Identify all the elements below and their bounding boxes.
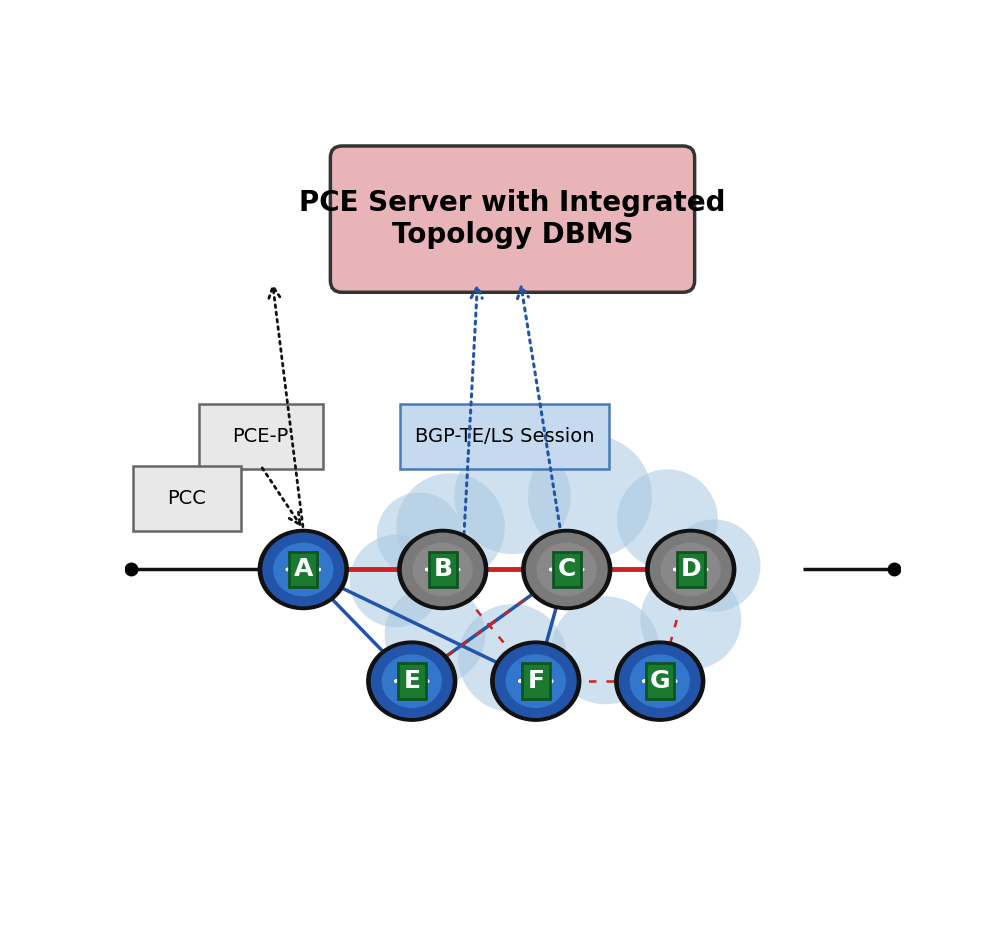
Ellipse shape [367,641,457,722]
FancyBboxPatch shape [677,552,705,587]
Circle shape [528,435,652,558]
Ellipse shape [646,529,736,610]
Ellipse shape [506,655,565,707]
Text: A: A [294,558,313,581]
FancyBboxPatch shape [400,404,609,470]
Ellipse shape [526,533,607,606]
Ellipse shape [619,645,700,717]
FancyBboxPatch shape [398,664,426,699]
Circle shape [640,569,741,670]
Ellipse shape [413,544,472,596]
Ellipse shape [630,655,689,707]
Ellipse shape [398,529,488,610]
Circle shape [377,492,462,577]
Circle shape [668,520,761,612]
Ellipse shape [495,645,576,717]
Ellipse shape [371,645,452,717]
Text: PCE Server with Integrated
Topology DBMS: PCE Server with Integrated Topology DBMS [299,189,726,249]
Ellipse shape [274,544,333,596]
Text: F: F [527,670,544,693]
FancyBboxPatch shape [199,404,323,470]
FancyBboxPatch shape [522,664,550,699]
Ellipse shape [382,655,441,707]
Text: BGP-TE/LS Session: BGP-TE/LS Session [415,427,594,446]
Circle shape [458,604,567,712]
Circle shape [350,535,443,627]
Circle shape [385,585,485,685]
FancyBboxPatch shape [646,664,674,699]
Circle shape [551,597,660,705]
FancyBboxPatch shape [289,552,317,587]
Text: E: E [403,670,420,693]
Ellipse shape [615,641,705,722]
Ellipse shape [263,533,344,606]
Circle shape [617,470,718,569]
Text: PCC: PCC [168,489,206,508]
Ellipse shape [258,529,348,610]
Ellipse shape [522,529,612,610]
Text: C: C [558,558,576,581]
Circle shape [396,474,505,581]
FancyBboxPatch shape [133,466,241,531]
Text: B: B [433,558,452,581]
Text: D: D [680,558,701,581]
Text: G: G [649,670,670,693]
Ellipse shape [650,533,731,606]
Ellipse shape [491,641,581,722]
Circle shape [454,438,571,554]
Ellipse shape [402,533,483,606]
FancyBboxPatch shape [553,552,581,587]
Ellipse shape [661,544,720,596]
FancyBboxPatch shape [429,552,457,587]
Ellipse shape [537,544,596,596]
Text: PCE-P: PCE-P [232,427,289,446]
FancyBboxPatch shape [330,146,695,293]
